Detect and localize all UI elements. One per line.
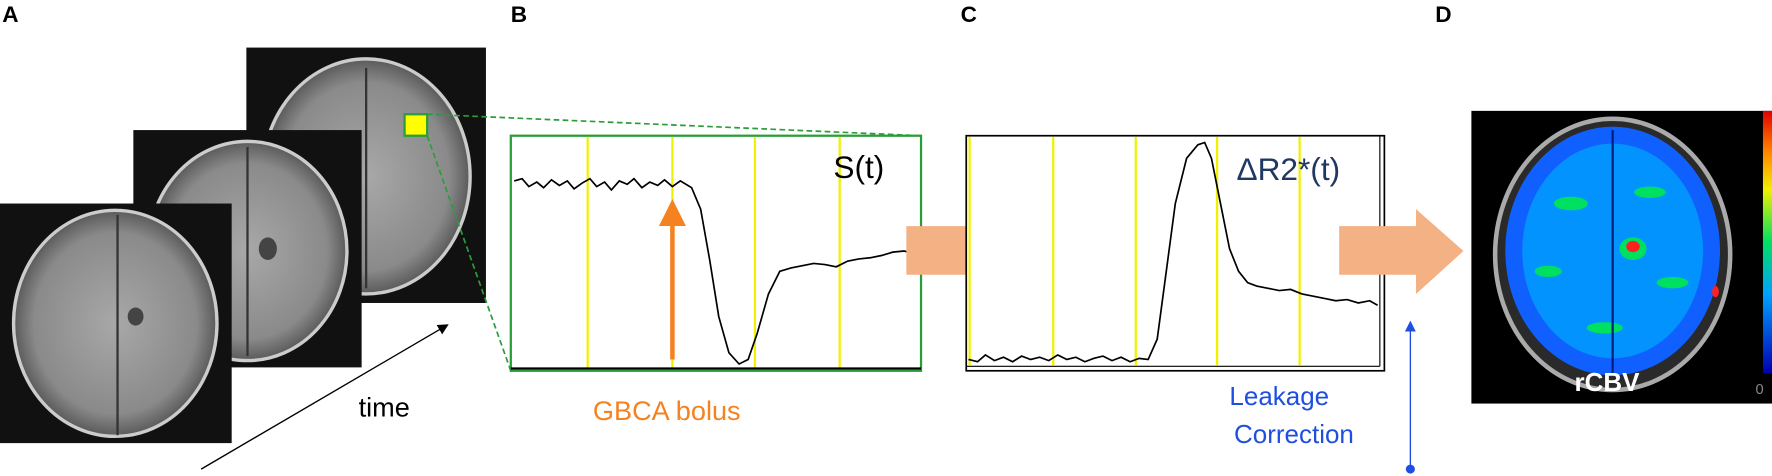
time-label: time <box>359 391 410 422</box>
brain-image <box>0 203 232 444</box>
panel-label: C <box>961 2 977 27</box>
bolus-label: GBCA bolus <box>593 395 741 426</box>
map-label: rCBV <box>1575 367 1641 397</box>
leakage-label: Leakage <box>1229 381 1329 411</box>
rcbv-map <box>1471 110 1772 404</box>
time-arrow <box>200 324 449 470</box>
leakage-label: Correction <box>1234 419 1354 449</box>
roi-marker <box>403 113 429 137</box>
curve-label: ΔR2*(t) <box>1236 151 1340 187</box>
curve-label: S(t) <box>833 149 884 185</box>
panel-label: D <box>1435 2 1451 27</box>
panel-label: A <box>2 2 18 27</box>
flow-arrow <box>1339 209 1464 294</box>
zoom-line <box>426 135 512 372</box>
correction-dot <box>1405 464 1415 474</box>
zoom-line <box>427 113 922 137</box>
colorbar-label: 0 <box>1755 382 1763 398</box>
panel-label: B <box>511 2 527 27</box>
